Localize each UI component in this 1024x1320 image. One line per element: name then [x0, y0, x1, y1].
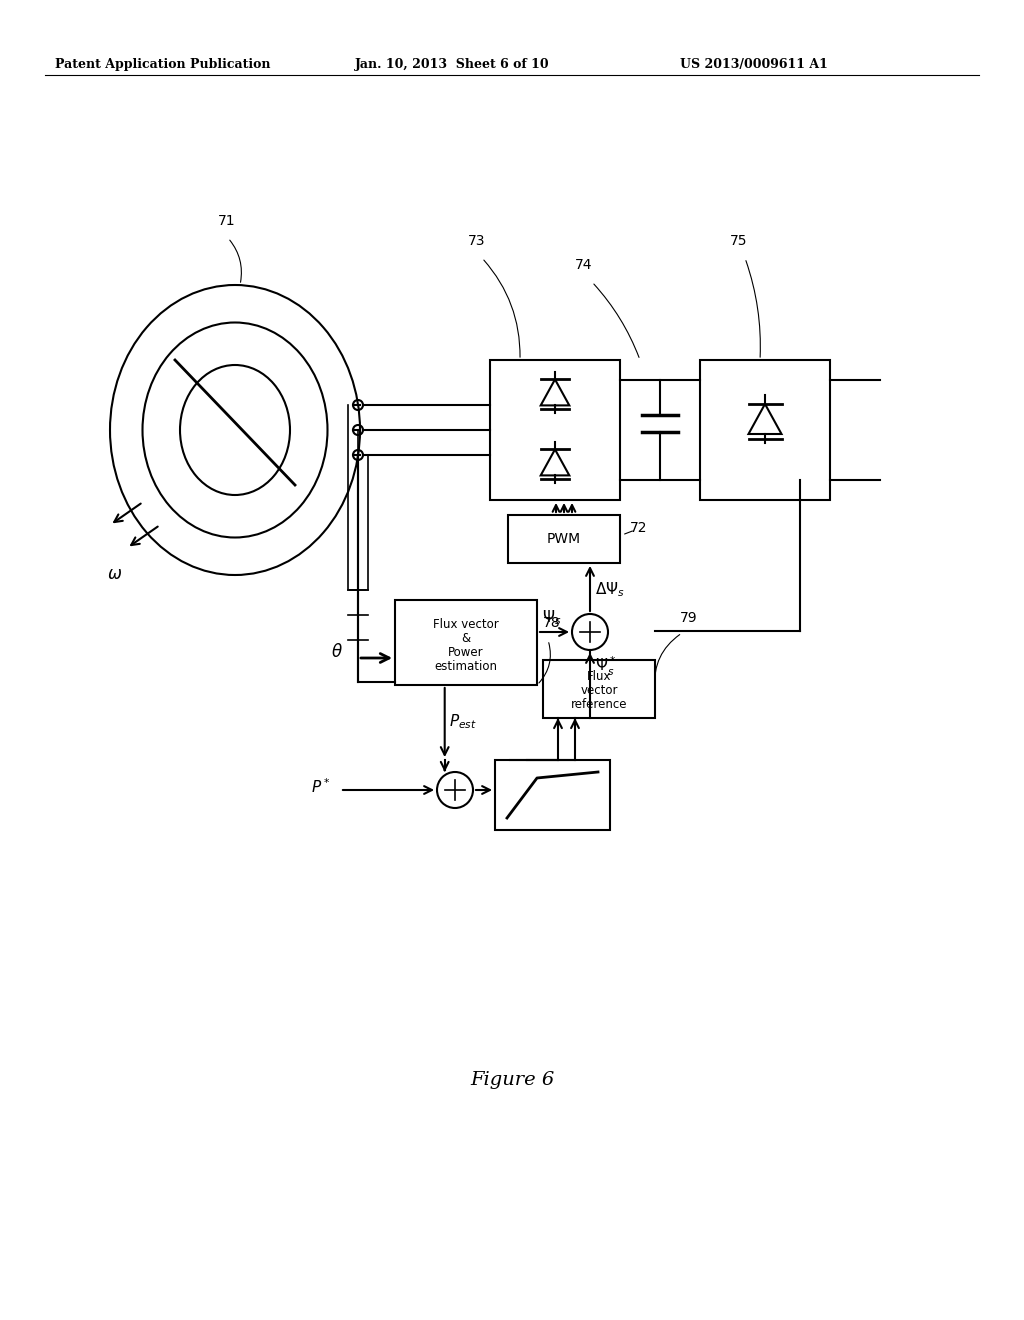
Text: 75: 75 — [730, 234, 748, 248]
Text: reference: reference — [570, 698, 628, 711]
Text: $\Psi_s$: $\Psi_s$ — [542, 609, 561, 627]
Text: 79: 79 — [680, 611, 697, 624]
Text: 72: 72 — [630, 521, 647, 535]
Text: $P^*$: $P^*$ — [310, 777, 330, 796]
Text: $\Psi_s^*$: $\Psi_s^*$ — [595, 655, 616, 678]
Text: 71: 71 — [218, 214, 236, 228]
Text: $\theta$: $\theta$ — [331, 643, 343, 661]
Text: 73: 73 — [468, 234, 485, 248]
Bar — [543, 660, 655, 718]
Bar — [490, 360, 620, 500]
Bar — [395, 601, 537, 685]
Text: vector: vector — [581, 685, 617, 697]
Text: 78: 78 — [543, 616, 560, 630]
Text: &: & — [462, 632, 471, 645]
Text: Flux vector: Flux vector — [433, 618, 499, 631]
Bar — [700, 360, 830, 500]
Text: 74: 74 — [575, 257, 593, 272]
Bar — [495, 760, 610, 830]
Text: Jan. 10, 2013  Sheet 6 of 10: Jan. 10, 2013 Sheet 6 of 10 — [355, 58, 550, 71]
Text: PWM: PWM — [547, 532, 581, 546]
Text: Figure 6: Figure 6 — [470, 1071, 554, 1089]
Text: estimation: estimation — [434, 660, 498, 673]
Text: Power: Power — [449, 645, 483, 659]
Text: $P_{est}$: $P_{est}$ — [449, 713, 476, 731]
Text: $\omega$: $\omega$ — [108, 565, 123, 583]
Text: Flux: Flux — [587, 671, 611, 684]
Bar — [508, 515, 620, 564]
Text: Patent Application Publication: Patent Application Publication — [55, 58, 270, 71]
Text: $\Delta\Psi_s$: $\Delta\Psi_s$ — [595, 581, 625, 599]
Text: US 2013/0009611 A1: US 2013/0009611 A1 — [680, 58, 827, 71]
